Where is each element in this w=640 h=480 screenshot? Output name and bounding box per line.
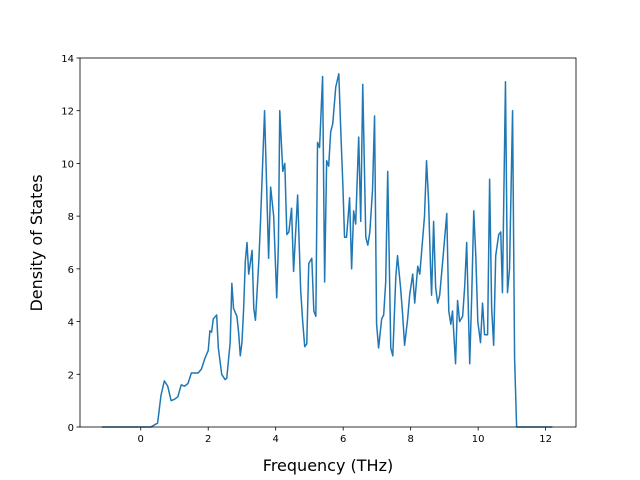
y-tick-label: 12 (61, 107, 74, 118)
x-tick-label: 4 (273, 434, 279, 445)
y-tick-label: 6 (68, 265, 74, 276)
x-tick-label: 8 (407, 434, 413, 445)
y-tick-label: 10 (61, 159, 74, 170)
y-tick-label: 14 (61, 54, 74, 65)
y-tick-label: 4 (68, 318, 74, 329)
x-tick-label: 0 (138, 434, 144, 445)
x-tick-label: 6 (340, 434, 346, 445)
plot-frame (79, 57, 577, 428)
x-tick-label: 10 (472, 434, 485, 445)
y-tick-label: 2 (68, 370, 74, 381)
y-tick-label: 0 (68, 423, 74, 434)
x-tick-label: 12 (539, 434, 552, 445)
x-tick-label: 2 (205, 434, 211, 445)
y-tick-label: 8 (68, 212, 74, 223)
y-axis-label: Density of States (27, 174, 46, 311)
x-axis-label: Frequency (THz) (263, 456, 393, 475)
line (101, 73, 553, 428)
